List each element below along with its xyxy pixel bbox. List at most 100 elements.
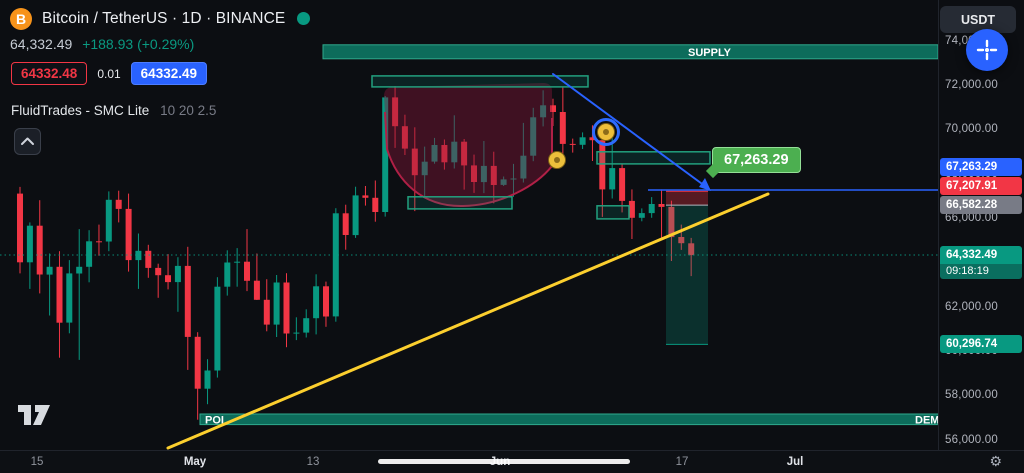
price-badge: 67,263.29	[940, 158, 1022, 176]
last-price-row: 64,332.49 +188.93 (+0.29%)	[10, 36, 194, 52]
candle	[174, 257, 181, 312]
candle	[451, 115, 458, 169]
candle	[115, 190, 122, 223]
candle	[323, 281, 329, 327]
smc-box[interactable]	[596, 151, 711, 165]
collapse-legend-button[interactable]	[14, 128, 41, 155]
candle	[530, 107, 537, 162]
time-axis[interactable]: 15May13Jun17Jul ⚙	[0, 450, 1024, 473]
tradingview-logo[interactable]	[16, 398, 52, 433]
price-axis[interactable]: 74,000.0072,000.0070,000.0068,000.0066,0…	[938, 0, 1024, 450]
candle	[283, 273, 290, 348]
candle	[352, 186, 359, 238]
marker-coin-icon[interactable]	[592, 118, 620, 146]
indicator-name[interactable]: FluidTrades - SMC Lite	[11, 103, 150, 118]
horizontal-scrollbar[interactable]	[378, 459, 630, 464]
market-status-dot-icon	[297, 12, 311, 25]
price-badge: 66,582.28	[940, 196, 1022, 214]
price-callout[interactable]: 67,263.29	[712, 147, 801, 173]
trendline[interactable]	[166, 192, 770, 450]
price-tick-label: 58,000.00	[945, 389, 998, 402]
candle	[628, 189, 635, 239]
price-badge: 67,207.91	[940, 177, 1022, 195]
candle	[471, 154, 477, 193]
candle	[421, 146, 428, 198]
candle	[510, 163, 517, 197]
price-tick-label: 62,000.00	[945, 300, 998, 313]
price-tick-label: 70,000.00	[945, 123, 998, 136]
candle	[234, 248, 241, 287]
tradingview-logo-icon	[18, 405, 50, 425]
candle	[431, 137, 438, 164]
spread-value: 0.01	[97, 66, 121, 81]
candle	[17, 186, 23, 274]
svg-text:SUPPLY: SUPPLY	[688, 47, 732, 59]
candle	[392, 86, 399, 148]
candle	[105, 191, 112, 252]
time-tick-label: 15	[30, 456, 44, 468]
price-callout-value: 67,263.29	[724, 152, 789, 168]
candle	[46, 253, 53, 316]
candle	[500, 176, 507, 186]
candle	[372, 180, 379, 222]
candle	[224, 250, 231, 296]
indicator-params: 10 20 2.5	[160, 103, 217, 118]
candle	[688, 237, 695, 277]
candle	[559, 86, 566, 165]
candle	[362, 186, 369, 206]
candle	[76, 229, 83, 360]
candle	[401, 114, 408, 155]
trendline[interactable]	[552, 73, 710, 190]
smc-box[interactable]	[371, 75, 589, 88]
indicator-legend[interactable]: FluidTrades - SMC Lite 10 20 2.5	[11, 103, 216, 118]
smc-box[interactable]	[596, 205, 630, 220]
time-tick-label: 17	[675, 456, 689, 468]
candle	[66, 260, 73, 334]
candle	[658, 189, 665, 238]
svg-text:DEMAND: DEMAND	[915, 414, 938, 426]
candle	[244, 229, 250, 292]
symbol-title[interactable]: Bitcoin / TetherUS · 1D · BINANCE	[42, 9, 286, 27]
candle	[214, 277, 221, 378]
candle	[668, 200, 675, 261]
candle	[56, 251, 63, 358]
trendline-arrowhead	[699, 178, 711, 191]
candle	[204, 359, 211, 405]
svg-text:POI: POI	[205, 414, 224, 426]
candle	[26, 222, 33, 289]
sell-bid-button[interactable]: 64332.48	[11, 62, 88, 85]
candle	[155, 263, 162, 298]
candle	[135, 233, 142, 289]
price-chart[interactable]: SUPPLY POI DEMAND	[0, 0, 938, 450]
smc-box[interactable]	[407, 196, 513, 210]
candle	[569, 138, 576, 153]
pattern-highlight[interactable]	[384, 83, 553, 208]
time-tick-label: May	[183, 456, 207, 468]
demand-zone[interactable]: POI DEMAND	[199, 413, 938, 426]
crosshair-fab-button[interactable]	[966, 29, 1008, 71]
candle	[540, 90, 547, 127]
candle	[480, 141, 487, 194]
candle	[96, 224, 102, 256]
buy-ask-button[interactable]: 64332.49	[130, 62, 207, 85]
candle	[293, 317, 300, 341]
supply-zone[interactable]: SUPPLY	[322, 44, 938, 60]
quote-currency-button[interactable]: USDT	[940, 6, 1016, 33]
price-tick-label: 66,000.00	[945, 212, 998, 224]
price-tick-label: 56,000.00	[945, 433, 998, 446]
symbol-header: B Bitcoin / TetherUS · 1D · BINANCE	[10, 0, 311, 37]
price-badge: 60,296.74	[940, 335, 1022, 353]
short-position-tool[interactable]	[666, 190, 708, 345]
candle	[253, 253, 260, 300]
crosshair-icon	[976, 39, 998, 61]
candle	[125, 193, 132, 272]
candle	[313, 274, 320, 335]
chevron-up-icon	[21, 137, 34, 145]
marker-coin-icon[interactable]	[548, 151, 566, 169]
candle	[490, 151, 497, 204]
candle	[619, 163, 626, 213]
price-change-value: +188.93 (+0.29%)	[82, 36, 195, 52]
candle	[36, 200, 43, 294]
price-tick-label: 72,000.00	[945, 78, 998, 91]
axis-settings-gear-icon[interactable]: ⚙	[989, 453, 1002, 469]
